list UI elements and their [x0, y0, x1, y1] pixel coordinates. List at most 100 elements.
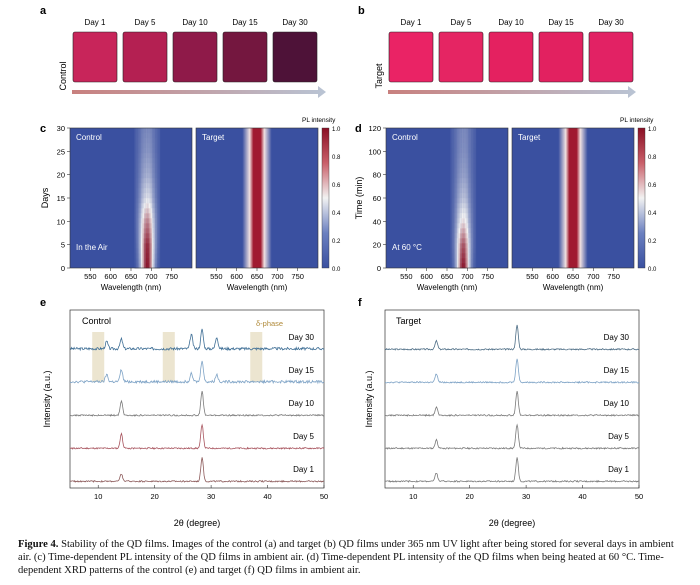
- heat-cell: [460, 168, 462, 174]
- heat-cell: [136, 253, 138, 259]
- heat-cell: [474, 203, 477, 209]
- heat-cell: [144, 148, 146, 154]
- heat-cell: [136, 153, 138, 159]
- xlabel-right: Wavelength (nm): [227, 283, 288, 292]
- heat-cell: [455, 133, 457, 139]
- heat-cell: [456, 138, 459, 144]
- heat-cell: [136, 258, 138, 264]
- heat-cell: [145, 138, 148, 144]
- heat-cell: [153, 183, 156, 189]
- heat-cell: [461, 218, 464, 224]
- heat-cell: [140, 218, 143, 224]
- heat-cell: [155, 233, 157, 239]
- heat-cell: [145, 173, 148, 179]
- heat-cell: [461, 258, 464, 264]
- heat-cell: [136, 208, 138, 214]
- heat-cell: [453, 233, 456, 239]
- heat-cell: [472, 173, 475, 179]
- heat-cell: [469, 128, 472, 134]
- y-tick-label: 0: [377, 264, 381, 273]
- heat-cell: [158, 143, 161, 149]
- heat-cell: [450, 213, 453, 219]
- heat-cell: [468, 243, 470, 249]
- heat-cell: [456, 253, 459, 259]
- heat-cell: [469, 158, 472, 164]
- heat-cell: [453, 228, 456, 234]
- heat-cell: [140, 228, 143, 234]
- heat-cell: [153, 133, 156, 139]
- panel-letter-f: f: [358, 297, 362, 309]
- heat-cell: [460, 203, 462, 209]
- heat-cell: [137, 138, 140, 144]
- heat-cell: [136, 133, 138, 139]
- heat-cell: [474, 168, 477, 174]
- film-tile: [172, 31, 218, 83]
- heat-cell: [464, 168, 467, 174]
- heat-cell: [155, 178, 157, 184]
- heat-cell: [147, 203, 149, 209]
- heat-cell: [455, 193, 457, 199]
- heat-cell: [150, 148, 153, 154]
- colorbar-tick-label: 0.0: [648, 267, 657, 273]
- plot-frame: [69, 309, 325, 489]
- heat-cell: [456, 258, 459, 264]
- curve-label: Day 5: [293, 432, 314, 441]
- heat-cell: [464, 213, 467, 219]
- x-tick-label: 700: [587, 272, 600, 281]
- heat-cell: [471, 208, 473, 214]
- heat-cell: [450, 208, 453, 214]
- heat-cell: [456, 158, 459, 164]
- x-tick-label: 650: [567, 272, 580, 281]
- heat-cell: [460, 238, 462, 244]
- x-tick-label: 20: [465, 492, 473, 501]
- heat-cell: [468, 153, 470, 159]
- heat-cell: [455, 178, 457, 184]
- heat-cell: [474, 253, 477, 259]
- xrd-curve: [69, 423, 325, 450]
- heat-cell: [453, 133, 456, 139]
- plot-frame: [384, 309, 640, 489]
- heat-cell: [469, 228, 472, 234]
- heat-cell: [471, 218, 473, 224]
- heat-cell: [148, 133, 151, 139]
- x-tick-label: 40: [263, 492, 271, 501]
- heat-cell: [458, 253, 461, 259]
- heat-cell: [148, 208, 151, 214]
- heat-cell: [450, 138, 453, 144]
- heat-cell: [155, 188, 157, 194]
- heat-cell: [137, 163, 140, 169]
- film-tiles: [72, 31, 318, 83]
- xrd-curve: [69, 360, 325, 385]
- heat-cell: [453, 153, 456, 159]
- colorbar: [637, 127, 646, 269]
- curve-label: Day 1: [608, 465, 629, 474]
- heat-cell: [452, 133, 454, 139]
- heat-cell: [142, 248, 145, 254]
- heat-cell: [458, 143, 461, 149]
- heat-cell: [466, 158, 469, 164]
- heat-cell: [139, 128, 141, 134]
- panel-letter-e: e: [40, 297, 46, 309]
- ylabel-days: Days: [40, 187, 50, 208]
- heat-cell: [134, 148, 137, 154]
- heat-cell: [450, 143, 453, 149]
- x-tick-label: 600: [546, 272, 559, 281]
- heat-cell: [158, 173, 161, 179]
- heat-cell: [458, 128, 461, 134]
- heat-cell: [137, 253, 140, 259]
- heat-cell: [145, 163, 148, 169]
- heat-cell: [471, 243, 473, 249]
- heat-cell: [139, 178, 141, 184]
- heat-cell: [455, 158, 457, 164]
- heat-cell: [471, 153, 473, 159]
- heat-cell: [152, 228, 154, 234]
- heat-cell: [468, 223, 470, 229]
- heat-cell: [464, 178, 467, 184]
- heat-cell: [472, 213, 475, 219]
- heat-cell: [137, 243, 140, 249]
- heat-cell: [461, 163, 464, 169]
- heat-cell: [142, 258, 145, 264]
- heat-cell: [450, 248, 453, 254]
- heat-cell: [472, 128, 475, 134]
- heat-cell: [153, 168, 156, 174]
